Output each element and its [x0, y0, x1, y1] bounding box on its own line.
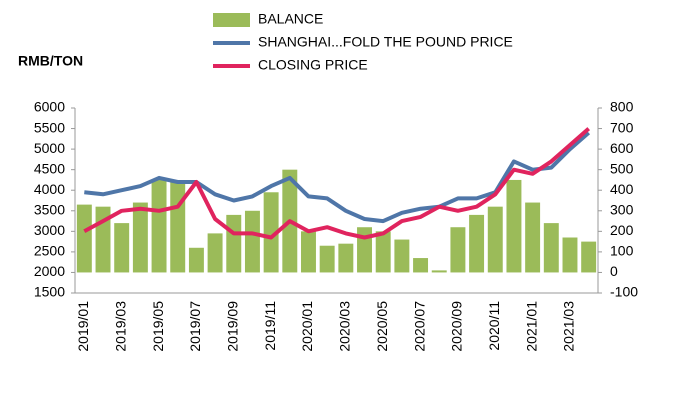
bar: [188, 247, 204, 273]
y2-tick-label: 0: [610, 263, 618, 279]
legend-label: BALANCE: [258, 11, 323, 27]
bar: [506, 179, 522, 273]
x-tick-label: 2020/05: [374, 301, 390, 352]
y-tick-label: 3000: [34, 222, 65, 238]
legend-swatch: [213, 13, 250, 27]
y-tick-label: 3500: [34, 201, 65, 217]
y2-tick-label: 400: [610, 181, 634, 197]
bar: [207, 233, 223, 273]
x-tick-label: 2020/01: [299, 301, 315, 352]
x-tick-label: 2019/05: [150, 301, 166, 352]
x-tick-label: 2020/07: [411, 301, 427, 352]
bar: [413, 258, 429, 273]
x-tick-label: 2019/07: [187, 301, 203, 352]
bar: [132, 202, 148, 273]
bar: [76, 204, 92, 273]
bar: [114, 223, 130, 273]
bar: [338, 243, 354, 273]
bar: [581, 241, 597, 273]
bar: [170, 182, 186, 273]
y-tick-label: 4000: [34, 181, 65, 197]
y2-tick-label: 300: [610, 201, 634, 217]
bar: [469, 214, 485, 273]
y-tick-label: 2500: [34, 243, 65, 259]
y-tick-label: 5500: [34, 119, 65, 135]
y-tick-label: 1500: [34, 284, 65, 300]
bar: [431, 270, 447, 273]
x-tick-label: 2020/03: [337, 301, 353, 352]
bar: [226, 214, 242, 273]
bar: [375, 231, 391, 273]
y2-tick-label: 200: [610, 222, 634, 238]
bar: [357, 227, 372, 273]
y2-tick-label: 500: [610, 160, 634, 176]
x-tick-label: 2019/11: [262, 301, 278, 351]
bar: [450, 227, 466, 273]
y2-tick-label: 100: [610, 243, 634, 259]
y-tick-label: 4500: [34, 160, 65, 176]
y-axis-label: RMB/TON: [18, 53, 83, 69]
x-tick-label: 2020/09: [449, 301, 465, 352]
legend-label: SHANGHAI...FOLD THE POUND PRICE: [258, 34, 513, 50]
x-tick-label: 2019/09: [224, 301, 240, 352]
x-tick-label: 2019/03: [112, 301, 128, 352]
y2-tick-label: 600: [610, 140, 634, 156]
x-tick-label: 2021/01: [523, 301, 539, 352]
x-tick-label: 2019/01: [75, 301, 91, 352]
bar: [319, 245, 335, 273]
y2-tick-label: -100: [610, 284, 638, 300]
x-tick-label: 2020/11: [486, 301, 502, 351]
y-tick-label: 6000: [34, 99, 65, 115]
bar: [543, 223, 559, 273]
bar: [525, 202, 541, 273]
x-tick-label: 2021/03: [561, 301, 577, 352]
bar: [301, 231, 316, 273]
bar: [244, 210, 260, 273]
y-tick-label: 2000: [34, 263, 65, 279]
y-tick-label: 5000: [34, 140, 65, 156]
bar: [487, 206, 503, 273]
line: [83, 127, 591, 240]
y2-tick-label: 800: [610, 99, 634, 115]
bar: [562, 237, 578, 273]
line: [84, 131, 591, 224]
bar: [151, 179, 167, 273]
y2-tick-label: 700: [610, 119, 634, 135]
bar: [263, 192, 279, 273]
bar: [394, 239, 410, 273]
legend-label: CLOSING PRICE: [258, 57, 368, 73]
